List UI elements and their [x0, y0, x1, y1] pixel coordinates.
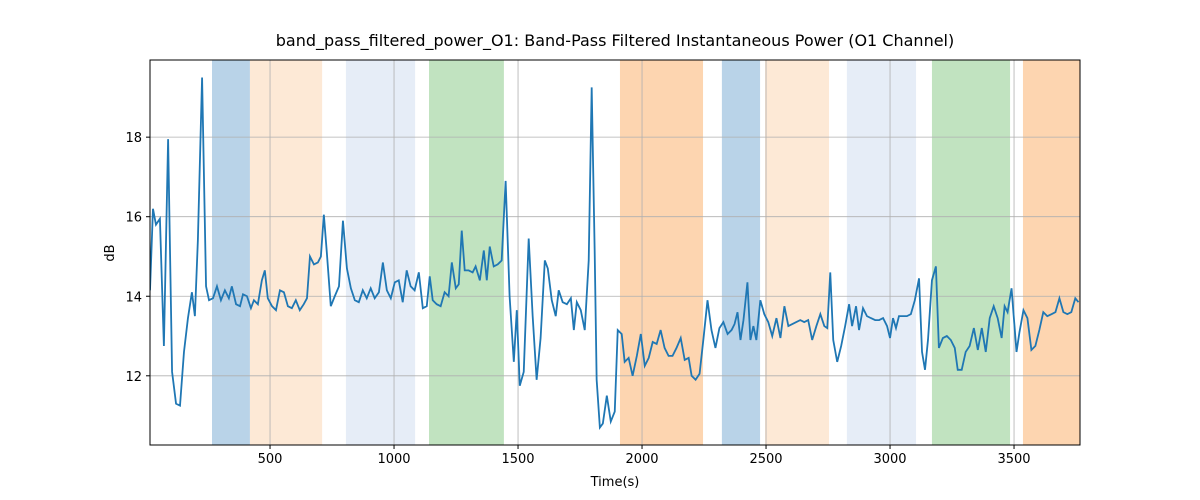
shaded-span [721, 60, 761, 445]
x-tick-label: 3500 [997, 452, 1030, 467]
y-axis-label: dB [103, 244, 118, 261]
y-tick-label: 14 [125, 290, 142, 305]
shaded-span [765, 60, 830, 445]
x-tick-label: 2000 [625, 452, 658, 467]
x-tick-label: 3000 [873, 452, 906, 467]
shaded-span [931, 60, 1011, 445]
x-tick-label: 500 [258, 452, 283, 467]
x-axis-label: Time(s) [590, 475, 640, 490]
plot-frame [149, 59, 1081, 446]
data-line [150, 77, 1080, 430]
y-tick-label: 18 [125, 131, 142, 146]
shaded-span [429, 60, 504, 445]
shaded-span [345, 60, 416, 445]
shaded-span [249, 60, 323, 445]
x-tick-label: 2500 [749, 452, 782, 467]
y-tick-label: 12 [125, 370, 142, 385]
shaded-span [1022, 60, 1080, 445]
chart-title: band_pass_filtered_power_O1: Band-Pass F… [276, 31, 954, 51]
x-tick-label: 1000 [377, 452, 410, 467]
shaded-span [846, 60, 917, 445]
y-tick-label: 16 [125, 211, 142, 226]
shaded-span [212, 60, 250, 445]
x-tick-label: 1500 [501, 452, 534, 467]
shaded-span [619, 60, 704, 445]
